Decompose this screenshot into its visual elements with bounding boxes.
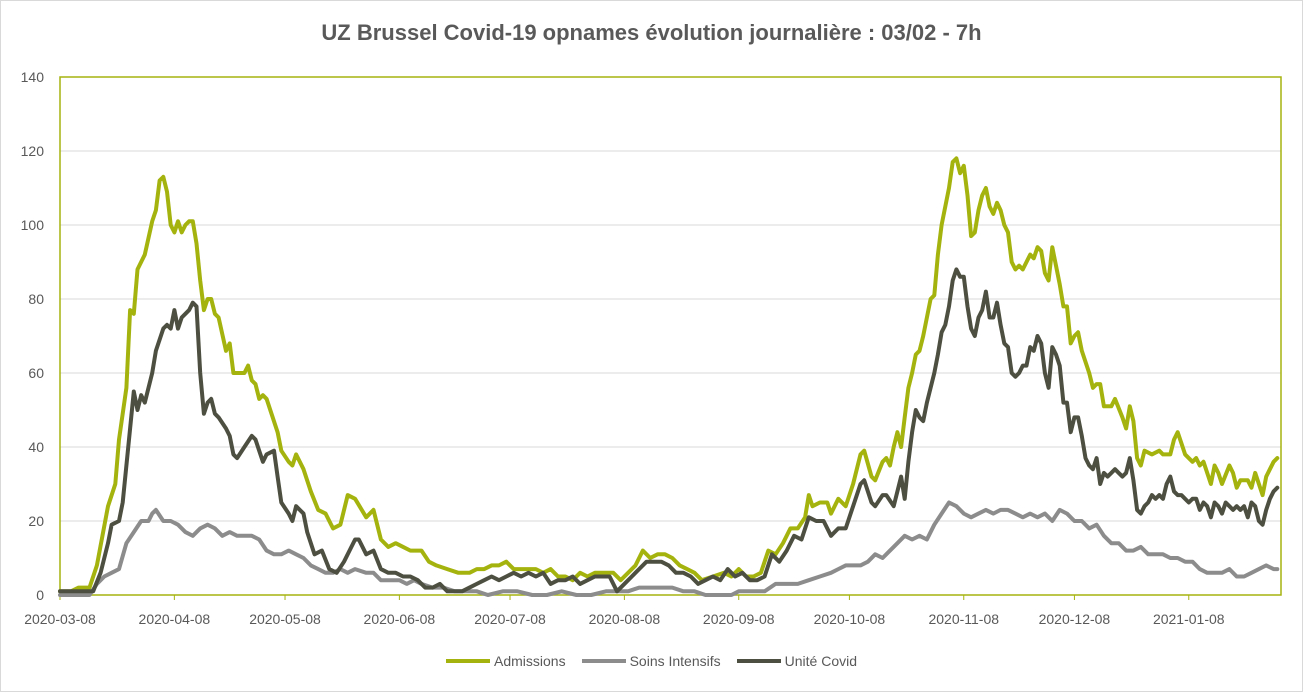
legend-label: Soins Intensifs xyxy=(629,653,721,669)
y-tick-label: 120 xyxy=(21,143,45,159)
series-line-unit-covid xyxy=(58,267,1280,594)
x-tick-label: 2020-04-08 xyxy=(139,611,211,627)
gridlines xyxy=(60,150,1281,522)
chart-title: UZ Brussel Covid-19 opnames évolution jo… xyxy=(321,20,982,45)
legend-label: Unité Covid xyxy=(784,653,858,669)
x-tick-label: 2020-08-08 xyxy=(589,611,661,627)
x-tick-label: 2020-09-08 xyxy=(703,611,775,627)
plot-area-border xyxy=(59,76,1282,596)
y-tick-label: 40 xyxy=(28,439,44,455)
y-tick-label: 20 xyxy=(28,513,44,529)
y-tick-label: 0 xyxy=(36,587,44,603)
x-tick-label: 2020-10-08 xyxy=(814,611,886,627)
legend-label: Admissions xyxy=(493,653,566,669)
legend-swatch xyxy=(581,659,626,663)
x-tick-label: 2020-07-08 xyxy=(474,611,546,627)
legend-item: Admissions xyxy=(445,653,566,669)
y-tick-label: 60 xyxy=(28,365,44,381)
x-tick-label: 2020-03-08 xyxy=(24,611,96,627)
legend-item: Soins Intensifs xyxy=(581,653,721,669)
x-tick-label: 2020-05-08 xyxy=(249,611,321,627)
x-tick-label: 2020-12-08 xyxy=(1039,611,1111,627)
legend-item: Unité Covid xyxy=(736,653,858,669)
y-tick-label: 100 xyxy=(21,217,45,233)
y-tick-label: 140 xyxy=(21,69,45,85)
legend: Admissions Soins Intensifs Unité Covid xyxy=(0,650,1303,669)
x-tick-label: 2021-01-08 xyxy=(1153,611,1225,627)
x-axis-ticks: 2020-03-08 2020-04-08 2020-05-08 2020-06-08… xyxy=(24,595,1225,627)
series-line-soins-intensifs xyxy=(58,500,1280,597)
y-tick-label: 80 xyxy=(28,291,44,307)
series-line-admissions xyxy=(58,156,1280,594)
x-tick-label: 2020-06-08 xyxy=(364,611,436,627)
y-axis-ticks: 0 20 40 60 80 100 120 140 xyxy=(21,69,45,603)
x-tick-label: 2020-11-08 xyxy=(928,611,999,627)
legend-swatch xyxy=(445,659,490,663)
legend-swatch xyxy=(736,659,781,663)
series-lines xyxy=(58,156,1280,597)
